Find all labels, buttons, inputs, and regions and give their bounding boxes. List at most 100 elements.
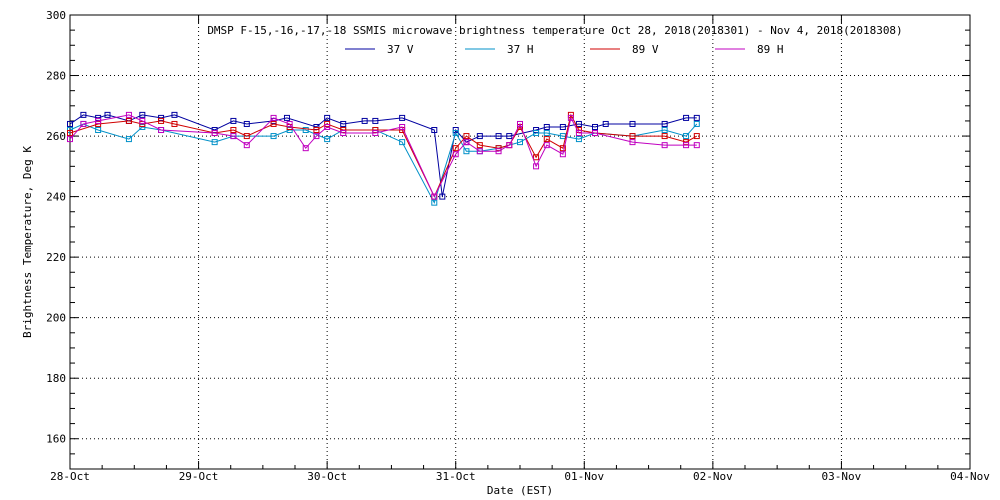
x-tick-label: 28-Oct bbox=[50, 470, 90, 483]
data-point bbox=[340, 120, 347, 127]
data-point bbox=[661, 133, 668, 140]
data-point bbox=[559, 145, 566, 152]
data-point bbox=[340, 130, 347, 137]
data-point bbox=[543, 123, 550, 130]
data-point bbox=[67, 136, 73, 143]
data-point bbox=[629, 120, 636, 127]
grid-lines bbox=[70, 15, 970, 469]
legend-label: 89 V bbox=[632, 43, 659, 56]
data-point bbox=[399, 114, 406, 121]
data-point bbox=[476, 148, 483, 155]
data-point bbox=[286, 120, 293, 127]
data-point bbox=[693, 114, 700, 121]
data-point bbox=[399, 139, 406, 146]
data-point bbox=[693, 120, 700, 127]
y-tick-labels: 160 180 200 220 240 260 280 300 bbox=[46, 9, 66, 446]
data-point bbox=[67, 130, 73, 137]
data-point bbox=[324, 120, 331, 127]
data-point bbox=[533, 163, 540, 170]
data-point bbox=[125, 111, 132, 118]
y-tick-label: 240 bbox=[46, 191, 66, 204]
data-point bbox=[286, 127, 293, 134]
legend: 37 V 37 H 89 V 89 H bbox=[345, 43, 784, 56]
data-point bbox=[171, 111, 178, 118]
data-point bbox=[302, 127, 309, 134]
data-point bbox=[125, 136, 132, 143]
data-point bbox=[452, 145, 459, 152]
data-point bbox=[683, 114, 690, 121]
data-point bbox=[431, 127, 438, 134]
y-axis-label: Brightness Temperature, Deg K bbox=[21, 146, 34, 338]
data-point bbox=[324, 123, 331, 130]
data-point bbox=[495, 133, 502, 140]
data-point bbox=[324, 114, 331, 121]
data-point bbox=[495, 148, 502, 155]
legend-label: 37 H bbox=[507, 43, 534, 56]
data-point bbox=[230, 117, 237, 124]
series-group bbox=[67, 111, 700, 200]
data-point bbox=[533, 130, 540, 137]
data-point bbox=[559, 123, 566, 130]
data-point bbox=[439, 193, 446, 200]
y-tick-label: 300 bbox=[46, 9, 66, 22]
data-point bbox=[313, 133, 320, 140]
data-point bbox=[683, 142, 690, 149]
chart-title: DMSP F-15,-16,-17,-18 SSMIS microwave br… bbox=[207, 24, 902, 37]
data-point bbox=[476, 133, 483, 140]
data-point bbox=[463, 139, 470, 146]
y-tick-label: 260 bbox=[46, 130, 66, 143]
data-point bbox=[211, 139, 218, 146]
x-tick-label: 31-Oct bbox=[436, 470, 476, 483]
x-tick-label: 03-Nov bbox=[822, 470, 862, 483]
data-point bbox=[543, 130, 550, 137]
x-tick-label: 02-Nov bbox=[693, 470, 733, 483]
data-point bbox=[463, 133, 470, 140]
series-layer bbox=[67, 111, 700, 206]
data-point bbox=[463, 148, 470, 155]
data-point bbox=[125, 117, 132, 124]
data-point bbox=[592, 130, 598, 137]
data-point bbox=[324, 136, 331, 143]
data-point bbox=[67, 120, 73, 127]
data-point bbox=[270, 120, 277, 127]
data-point bbox=[693, 142, 700, 149]
data-point bbox=[372, 130, 379, 137]
data-point bbox=[80, 111, 87, 118]
data-point bbox=[95, 117, 102, 124]
data-point bbox=[517, 120, 523, 127]
data-point bbox=[399, 123, 406, 130]
data-point bbox=[139, 111, 146, 118]
data-point bbox=[592, 123, 598, 130]
data-point bbox=[95, 127, 102, 134]
data-point bbox=[283, 114, 290, 121]
data-point bbox=[158, 117, 165, 124]
data-point bbox=[104, 111, 111, 118]
data-point bbox=[661, 142, 668, 149]
data-point bbox=[533, 154, 540, 161]
data-point bbox=[211, 130, 218, 137]
data-point bbox=[506, 133, 513, 140]
data-point bbox=[313, 127, 320, 134]
data-point bbox=[575, 120, 582, 127]
data-point bbox=[559, 151, 566, 158]
legend-label: 89 H bbox=[757, 43, 784, 56]
data-point bbox=[270, 114, 277, 121]
data-point bbox=[230, 133, 237, 140]
data-point bbox=[158, 127, 165, 134]
data-point bbox=[230, 127, 237, 134]
series-group bbox=[67, 111, 700, 200]
plot-frame bbox=[69, 14, 971, 470]
x-tick-label: 04-Nov bbox=[950, 470, 990, 483]
x-tick-labels: 28-Oct 29-Oct 30-Oct 31-Oct 01-Nov 02-Nov 03-N… bbox=[50, 470, 990, 483]
data-point bbox=[302, 145, 309, 152]
data-point bbox=[575, 130, 582, 137]
data-point bbox=[661, 127, 668, 134]
data-point bbox=[452, 130, 459, 137]
data-point bbox=[171, 120, 178, 127]
data-point bbox=[517, 139, 523, 146]
x-tick-label: 01-Nov bbox=[564, 470, 604, 483]
data-point bbox=[506, 142, 513, 149]
data-point bbox=[270, 133, 277, 140]
data-point bbox=[361, 117, 368, 124]
data-point bbox=[80, 120, 87, 127]
